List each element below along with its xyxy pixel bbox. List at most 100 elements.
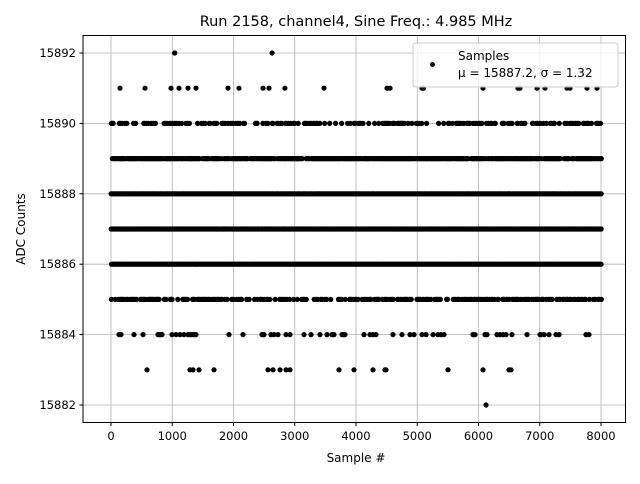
data-point [169, 296, 175, 302]
data-point [483, 402, 489, 408]
data-point [186, 120, 192, 126]
data-point [509, 120, 515, 126]
data-point [190, 367, 196, 373]
data-point [324, 332, 330, 338]
data-point [163, 296, 169, 302]
data-point [428, 296, 434, 302]
data-point [546, 332, 552, 338]
y-tick-label: 15886 [39, 257, 76, 271]
data-point [405, 120, 411, 126]
data-point [254, 120, 260, 126]
data-point [390, 332, 396, 338]
x-tick-label: 5000 [403, 429, 432, 443]
data-point [430, 332, 436, 338]
data-point [295, 120, 301, 126]
data-point [373, 332, 379, 338]
data-point [598, 226, 604, 232]
data-point [586, 332, 592, 338]
data-point [324, 296, 330, 302]
data-point [277, 367, 283, 373]
data-point [195, 120, 201, 126]
legend-box [412, 42, 619, 88]
data-point [437, 296, 443, 302]
axis-ticks: 0 1000 2000 3000 4000 5000 6000 7000 8000 15882 15… [39, 46, 615, 443]
data-point [419, 332, 425, 338]
data-point [322, 120, 328, 126]
data-point [408, 296, 414, 302]
data-point [124, 120, 130, 126]
data-point [336, 367, 342, 373]
data-point [445, 367, 451, 373]
data-point [266, 85, 272, 91]
data-point [543, 120, 550, 126]
data-point [287, 367, 293, 373]
data-point [108, 296, 114, 302]
data-point [144, 367, 150, 373]
data-point [282, 85, 288, 91]
data-point [172, 50, 178, 56]
data-point [586, 296, 593, 302]
data-point [508, 367, 514, 373]
data-point [449, 120, 456, 126]
data-point [181, 332, 187, 338]
data-point [169, 332, 175, 338]
data-point [524, 332, 530, 338]
data-point [176, 85, 182, 91]
data-point [236, 85, 242, 91]
data-point [168, 85, 174, 91]
data-point [275, 332, 281, 338]
data-point [598, 156, 604, 162]
data-point [283, 367, 289, 373]
data-point [279, 120, 285, 126]
x-tick-label: 7000 [525, 429, 554, 443]
data-point [173, 332, 179, 338]
data-point [177, 332, 183, 338]
data-point [484, 332, 490, 338]
data-point [411, 332, 417, 338]
data-point [383, 367, 389, 373]
data-point [133, 120, 139, 126]
data-point [342, 332, 348, 338]
x-tick-label: 2000 [219, 429, 248, 443]
data-point [175, 296, 181, 302]
y-tick-label: 15888 [39, 187, 76, 201]
data-point [142, 85, 148, 91]
data-point [598, 261, 604, 267]
data-point [317, 332, 323, 338]
data-point [185, 85, 191, 91]
data-point [583, 296, 589, 302]
data-point [140, 332, 146, 338]
data-point [333, 120, 339, 126]
data-point [131, 332, 137, 338]
data-point [424, 120, 430, 126]
data-point [401, 120, 408, 126]
data-point [372, 120, 378, 126]
data-point [509, 332, 515, 338]
data-point [407, 332, 413, 338]
data-point [441, 120, 447, 126]
data-point [423, 332, 429, 338]
data-point [265, 120, 271, 126]
data-point [556, 332, 562, 338]
data-point [287, 296, 293, 302]
data-point [419, 120, 425, 126]
data-point [159, 332, 165, 338]
data-point [202, 120, 208, 126]
data-point [503, 332, 509, 338]
y-axis-label: ADC Counts [14, 193, 28, 265]
y-tick-label: 15882 [39, 398, 76, 412]
data-point [436, 120, 442, 126]
data-point [156, 296, 162, 302]
x-tick-label: 4000 [341, 429, 370, 443]
x-tick-label: 1000 [158, 429, 187, 443]
y-tick-label: 15884 [39, 328, 76, 342]
data-point [134, 296, 140, 302]
data-point [118, 332, 124, 338]
data-point [522, 120, 528, 126]
plot-frame [82, 35, 626, 423]
data-point [240, 332, 246, 338]
data-point [226, 332, 232, 338]
data-point [291, 296, 297, 302]
x-tick-label: 0 [107, 429, 114, 443]
